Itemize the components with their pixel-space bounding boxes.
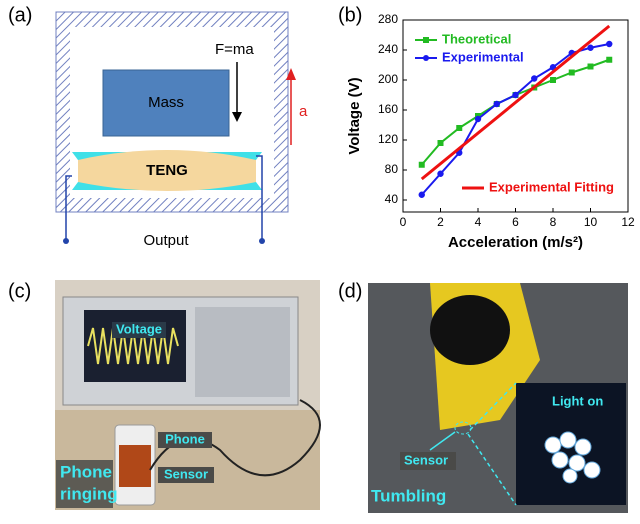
tag: Voltage bbox=[116, 321, 162, 336]
x-tick-label: 12 bbox=[621, 215, 635, 229]
legend-marker bbox=[423, 55, 429, 61]
caption: Phone bbox=[60, 462, 112, 481]
marker bbox=[606, 40, 613, 48]
tag-bg bbox=[158, 432, 212, 448]
y-tick-label: 200 bbox=[378, 72, 398, 86]
panel-label: (c) bbox=[8, 280, 31, 302]
x-tick-label: 0 bbox=[400, 215, 407, 229]
chart: 0 2 4 6 8 10 12 40 80 120 160 200 240 280 Acceleration… bbox=[346, 12, 635, 251]
y-axis-label: Voltage (V) bbox=[346, 77, 363, 154]
marker bbox=[474, 115, 482, 123]
marker bbox=[437, 170, 444, 177]
y-tick-label: 160 bbox=[378, 102, 398, 116]
x-tick-label: 8 bbox=[550, 215, 557, 229]
marker bbox=[568, 69, 575, 76]
marker bbox=[550, 77, 556, 83]
tag: Sensor bbox=[404, 452, 448, 467]
marker bbox=[418, 191, 425, 198]
marker bbox=[493, 100, 500, 108]
marker bbox=[587, 63, 594, 70]
teng-label: TENG bbox=[146, 162, 188, 179]
teng-body bbox=[78, 150, 256, 191]
phone-screen bbox=[119, 445, 151, 487]
controls bbox=[195, 307, 290, 397]
marker bbox=[531, 75, 538, 82]
wire bbox=[65, 175, 72, 241]
series-line bbox=[420, 58, 610, 166]
zoom-line bbox=[469, 382, 517, 431]
mass-label: Mass bbox=[148, 94, 184, 111]
accel-label: a bbox=[299, 103, 308, 120]
force-label: F=ma bbox=[215, 41, 254, 58]
terminal bbox=[259, 238, 265, 244]
caption: ringing bbox=[60, 484, 118, 503]
marker bbox=[418, 161, 425, 168]
x-tick-label: 10 bbox=[584, 215, 598, 229]
panel-label: (d) bbox=[338, 280, 362, 302]
series-line bbox=[420, 24, 611, 181]
mass bbox=[102, 69, 230, 137]
y-tick-label: 120 bbox=[378, 132, 398, 146]
tag-bg bbox=[158, 467, 214, 483]
y-tick-label: 280 bbox=[378, 12, 398, 26]
panel-label: (b) bbox=[338, 4, 362, 26]
y-tick-label: 40 bbox=[385, 192, 399, 206]
series-line bbox=[421, 43, 610, 196]
x-axis-label: Acceleration (m/s²) bbox=[448, 234, 583, 251]
legend-label: Experimental bbox=[442, 49, 524, 64]
marker bbox=[512, 91, 519, 99]
tag-bg bbox=[56, 460, 113, 508]
tag-bg bbox=[112, 322, 166, 338]
legend-label: Theoretical bbox=[442, 31, 511, 46]
tag: Light on bbox=[552, 393, 603, 408]
tag-bg bbox=[400, 452, 456, 470]
y-tick-label: 240 bbox=[378, 42, 398, 56]
caption: Tumbling bbox=[371, 486, 446, 505]
wire bbox=[256, 155, 263, 241]
x-tick-label: 4 bbox=[475, 215, 482, 229]
pointer bbox=[429, 431, 456, 451]
hair bbox=[430, 295, 510, 365]
tag: Phone bbox=[165, 431, 205, 446]
marker bbox=[437, 140, 444, 146]
panel-label: (a) bbox=[8, 4, 32, 26]
marker bbox=[606, 56, 613, 63]
arrow-head bbox=[286, 68, 296, 80]
y-tick-label: 80 bbox=[385, 162, 399, 176]
tag: Sensor bbox=[164, 466, 208, 481]
leds bbox=[544, 431, 601, 484]
legend-marker bbox=[423, 37, 429, 43]
legend-label: Experimental Fitting bbox=[489, 179, 614, 194]
marker bbox=[456, 125, 463, 131]
terminal bbox=[63, 238, 69, 244]
output-label: Output bbox=[143, 232, 189, 249]
arrow-head bbox=[232, 112, 242, 122]
x-tick-label: 6 bbox=[512, 215, 519, 229]
marker bbox=[587, 44, 594, 51]
x-tick-label: 2 bbox=[437, 215, 444, 229]
zoom-line bbox=[467, 433, 517, 506]
